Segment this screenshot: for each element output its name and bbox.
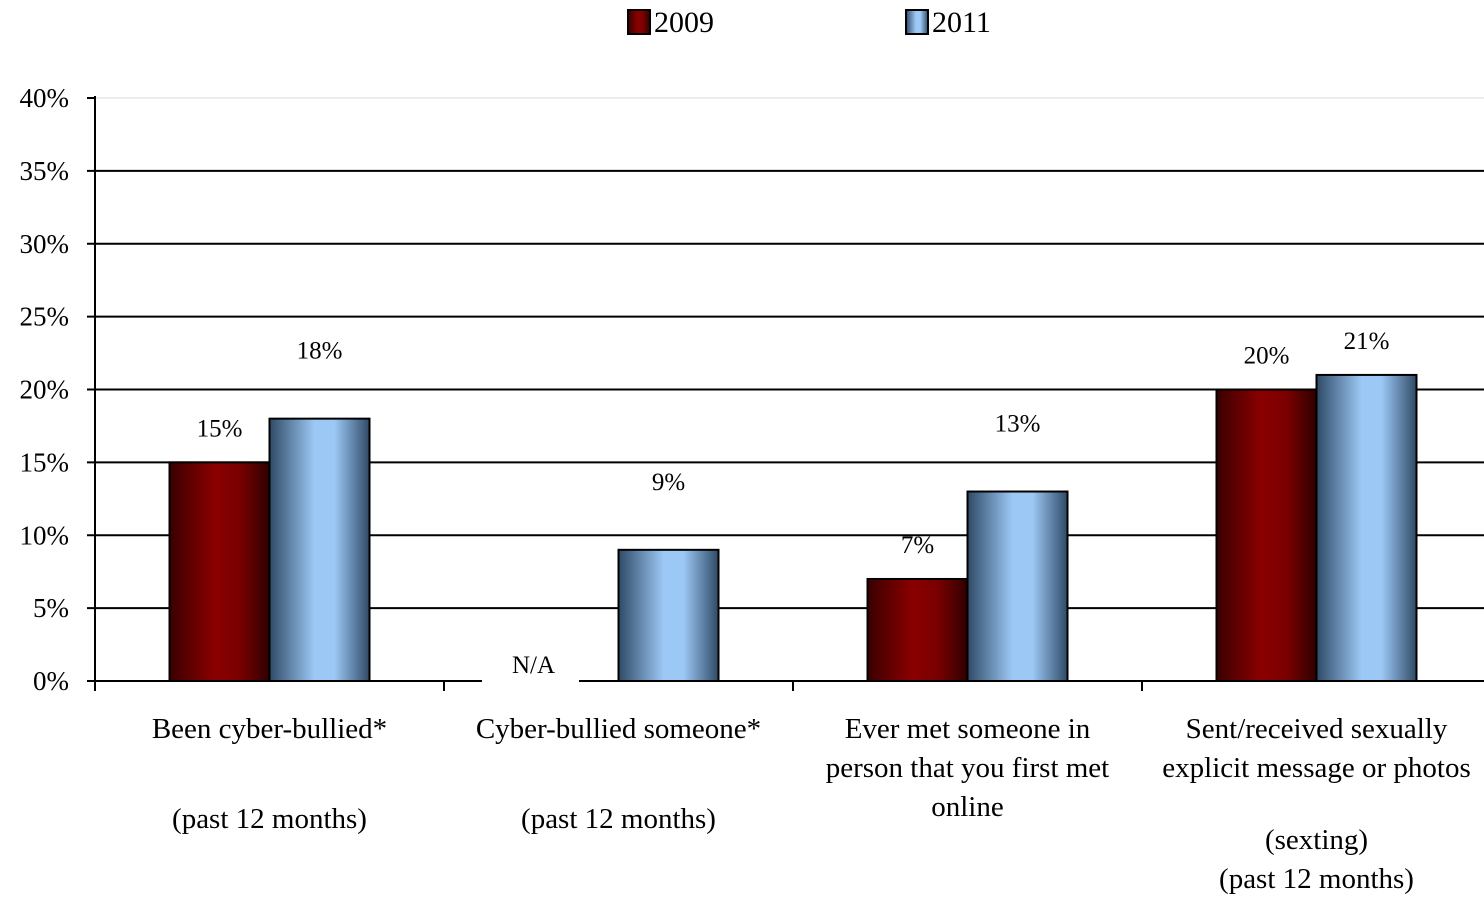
- legend-swatch-2011: [905, 9, 929, 35]
- category-label: explicit message or photos: [1162, 752, 1470, 784]
- category-label: (past 12 months): [1219, 863, 1414, 895]
- data-labels: 15% 18% N/A 9% 7% 13% 20% 21%: [197, 328, 1390, 679]
- legend: 2009 2011: [627, 6, 991, 39]
- bar-2009: [1215, 388, 1318, 682]
- data-label: 20%: [1244, 343, 1290, 370]
- data-label: 18%: [297, 338, 343, 365]
- y-tick-label: 30%: [20, 229, 70, 259]
- bars: [168, 373, 1418, 683]
- axes: [87, 96, 1484, 691]
- data-label: 21%: [1344, 328, 1390, 355]
- category-label: Sent/received sexually: [1186, 713, 1448, 745]
- category-label: Ever met someone in: [845, 713, 1091, 745]
- tick-labels: 0% 5% 10% 15% 20% 25% 30% 35% 40% Been cyber-bull…: [20, 83, 1471, 895]
- category-label: Cyber-bullied someone*: [476, 713, 761, 745]
- y-tick-label: 15%: [20, 447, 70, 477]
- data-label: N/A: [512, 652, 555, 679]
- bar-2011: [617, 548, 720, 683]
- legend-label-2009: 2009: [654, 6, 714, 39]
- legend-swatch-2009: [627, 9, 651, 35]
- category-label: (past 12 months): [172, 803, 367, 835]
- category-label: (sexting): [1265, 824, 1368, 856]
- category-label: online: [931, 791, 1004, 823]
- bar-2011: [268, 417, 371, 682]
- y-tick-label: 20%: [20, 375, 70, 405]
- y-tick-label: 25%: [20, 302, 70, 332]
- y-tick-label: 5%: [33, 593, 69, 623]
- category-label: (past 12 months): [521, 803, 716, 835]
- data-label: 15%: [197, 415, 243, 442]
- y-tick-label: 40%: [20, 83, 70, 113]
- y-tick-label: 0%: [33, 666, 69, 696]
- category-label: person that you first met: [826, 752, 1110, 784]
- legend-label-2011: 2011: [932, 6, 991, 39]
- data-label: 13%: [995, 411, 1041, 438]
- bar-2009: [168, 461, 271, 682]
- data-label: 9%: [652, 469, 685, 496]
- data-label: 7%: [901, 532, 934, 559]
- y-tick-label: 35%: [20, 156, 70, 186]
- bar-2009: [866, 577, 969, 682]
- y-tick-label: 10%: [20, 520, 70, 550]
- bar-2011: [966, 490, 1069, 682]
- bar-2011: [1315, 373, 1418, 682]
- category-label: Been cyber-bullied*: [152, 713, 387, 745]
